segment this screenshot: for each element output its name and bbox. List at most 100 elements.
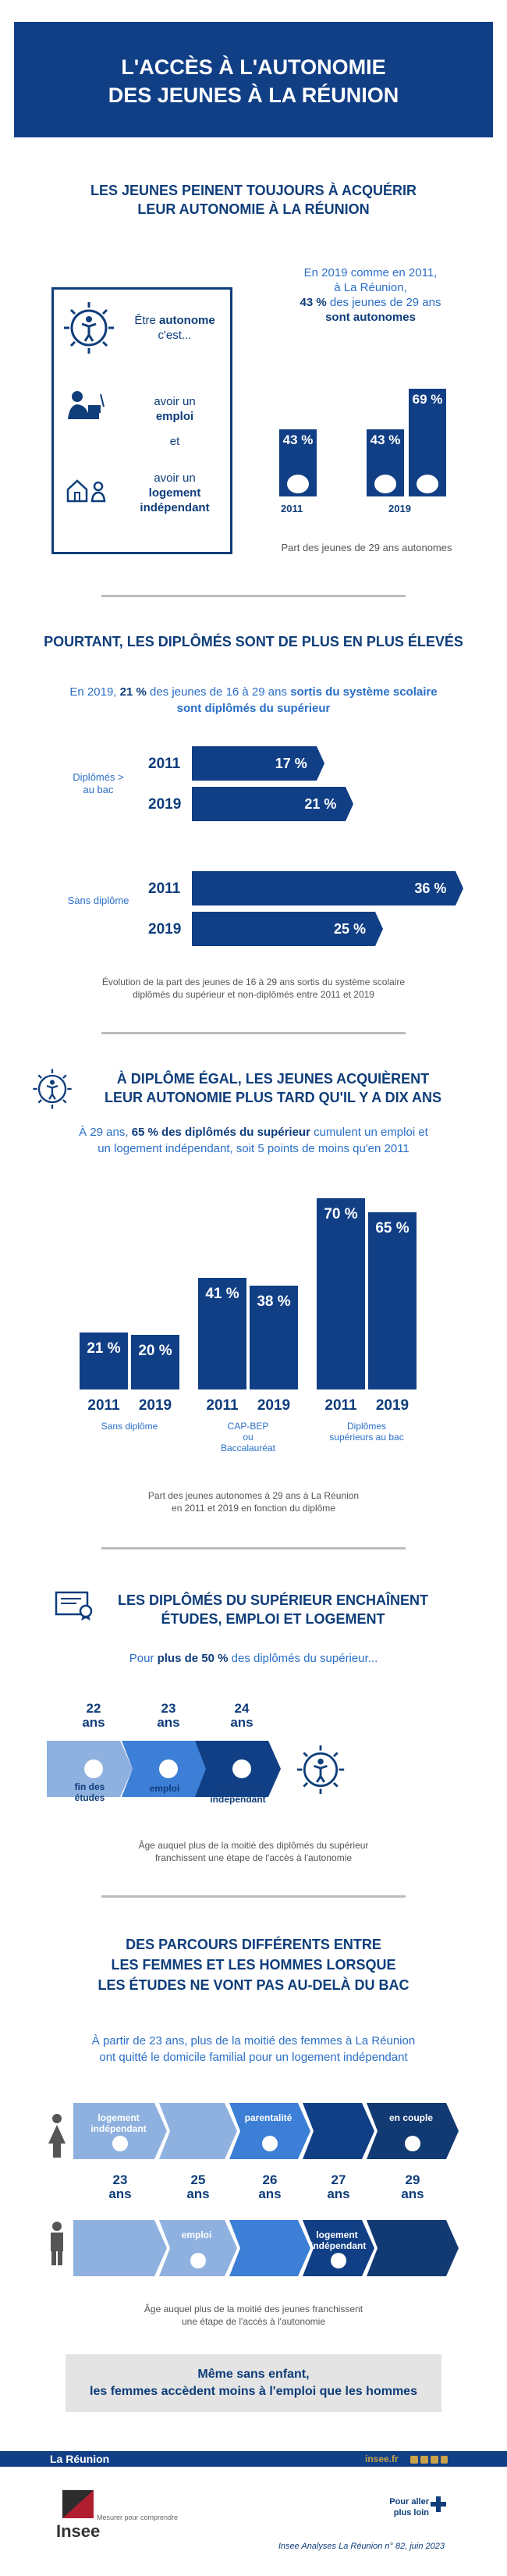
hbar-1: 21 % xyxy=(192,787,354,821)
label-line: études xyxy=(74,1792,105,1803)
s4-age: 22 ans xyxy=(70,1702,117,1730)
year-label: 2019 xyxy=(257,1397,291,1414)
box-cest: c'est... xyxy=(158,329,192,342)
year-label: 2011 xyxy=(87,1397,120,1414)
footer-region: La Réunion xyxy=(50,2453,110,2465)
s1-title-line1: LES JEUNES PEINENT TOUJOURS À ACQUÉRIR xyxy=(90,183,417,198)
s5-age: 25 ans xyxy=(175,2173,222,2201)
category-line: Diplômes xyxy=(346,1421,386,1432)
s3-intro-a: À 29 ans, xyxy=(79,1126,132,1139)
s4-step-icon xyxy=(84,1759,103,1778)
s4-step-icon xyxy=(232,1759,251,1778)
s4-intro-c: des diplômés du supérieur... xyxy=(228,1652,378,1665)
s4-step-label: logement indépendant xyxy=(195,1783,281,1805)
label-line: indépendant xyxy=(310,2240,367,2251)
age-number: 29 xyxy=(405,2172,420,2187)
divider-4 xyxy=(101,1895,406,1898)
category-line: ou xyxy=(243,1432,254,1443)
year-label: 2019 xyxy=(388,503,411,514)
more-l1[interactable]: Pour aller xyxy=(389,2497,429,2507)
bar-icon xyxy=(287,475,309,493)
age-unit: ans xyxy=(186,2186,210,2201)
s5-women-chevron-4 xyxy=(367,2103,459,2159)
s4-timeline: 22 ans fin des études 23 ans emploi 24 ans logeme… xyxy=(47,1702,468,1827)
box-log-b: logement xyxy=(148,486,201,500)
age-unit: ans xyxy=(108,2186,132,2201)
s5-age: 27 ans xyxy=(315,2173,362,2201)
s5-men-chevron-1 xyxy=(159,2220,237,2276)
bar-g1-s1: 38 % xyxy=(250,1286,298,1389)
bar-icon xyxy=(374,475,396,493)
age-unit: ans xyxy=(82,1715,105,1730)
footer-site[interactable]: insee.fr xyxy=(365,2453,399,2464)
s5-women-icon xyxy=(405,2136,420,2151)
s5-men-icon xyxy=(190,2253,206,2268)
age-unit: ans xyxy=(230,1715,254,1730)
category-label: Diplômes supérieurs au bac xyxy=(309,1421,424,1443)
s2-intro-l2: sont diplômés du supérieur xyxy=(176,702,331,715)
s3-bar-chart: 21 % 2011 20 % 2019 Sans diplôme 41 % 2011 38 %… xyxy=(70,1171,445,1483)
year-label: 2019 xyxy=(138,1397,172,1414)
age-number: 23 xyxy=(161,1701,176,1716)
header-title-line2: DES JEUNES À LA RÉUNION xyxy=(108,84,399,107)
bar-label: 41 % xyxy=(205,1285,239,1302)
s4-step-label: fin des études xyxy=(47,1781,133,1803)
box-etre: Être xyxy=(134,314,159,327)
s3-title-l2: LEUR AUTONOMIE PLUS TARD QU'IL Y A DIX A… xyxy=(105,1090,441,1105)
s4-age: 24 ans xyxy=(218,1702,265,1730)
insee-logo xyxy=(62,2490,94,2522)
s3-title-l1: À DIPLÔME ÉGAL, LES JEUNES ACQUIÈRENT xyxy=(116,1071,430,1087)
bar-label: 70 % xyxy=(324,1206,358,1222)
social-icons[interactable] xyxy=(410,2454,448,2468)
age-unit: ans xyxy=(327,2186,350,2201)
s5-women-chevron-1 xyxy=(159,2103,237,2159)
s2-caption-l2: diplômés du supérieur et non-diplômés en… xyxy=(133,989,374,1000)
s4-caption-l1: Âge auquel plus de la moitié des diplômé… xyxy=(138,1840,369,1851)
header-title-line1: L'ACCÈS À L'AUTONOMIE xyxy=(121,55,386,79)
group-label-2: Sans diplôme xyxy=(67,895,129,906)
label-line: emploi xyxy=(181,2229,212,2240)
footer-bar: La Réunion insee.fr xyxy=(0,2451,507,2467)
s5-men-label: logement indépendant xyxy=(310,2229,367,2251)
more-l2[interactable]: plus loin xyxy=(393,2508,429,2517)
divider-1 xyxy=(101,595,406,597)
plus-icon[interactable] xyxy=(431,2496,446,2516)
s2-intro-a: En 2019, xyxy=(69,685,120,699)
hbar-year: 2011 xyxy=(148,881,181,897)
age-unit: ans xyxy=(258,2186,282,2201)
s5-women-label: en couple xyxy=(374,2112,448,2123)
label-line: fin des xyxy=(74,1781,105,1792)
bar-1: 43 % xyxy=(367,429,404,496)
age-unit: ans xyxy=(157,1715,180,1730)
woman-icon xyxy=(45,2112,69,2163)
hbar-2: 36 % xyxy=(192,871,464,906)
s2-intro-pct: 21 % xyxy=(119,685,147,699)
footer-ref: Insee Analyses La Réunion n° 82, juin 20… xyxy=(278,2542,445,2551)
s1-intro-pct: 43 % xyxy=(300,296,327,309)
year-label: 2011 xyxy=(206,1397,239,1414)
s2-intro-d: sortis du système scolaire xyxy=(290,685,438,699)
s2-title: POURTANT, LES DIPLÔMÉS SONT DE PLUS EN P… xyxy=(44,634,463,649)
age-number: 22 xyxy=(86,1701,101,1716)
insee-tagline: Mesurer pour comprendre xyxy=(97,2514,179,2521)
bar-label: 43 % xyxy=(370,432,401,447)
s5-women-chevron-2 xyxy=(229,2103,310,2159)
s3-caption-l2: en 2011 et 2019 en fonction du diplôme xyxy=(172,1503,335,1514)
s5-age: 26 ans xyxy=(246,2173,293,2201)
s5-age: 23 ans xyxy=(97,2173,144,2201)
s5-note-l2: les femmes accèdent moins à l'emploi que… xyxy=(90,2385,417,2398)
s3-caption-l1: Part des jeunes autonomes à 29 ans à La … xyxy=(147,1490,360,1501)
s1-bar-chart: 43 % 43 % 69 % 2011 2019 xyxy=(265,343,468,531)
s4-caption-l2: franchissent une étape de l'accès à l'au… xyxy=(154,1852,353,1863)
s2-intro-c: des jeunes de 16 à 29 ans xyxy=(146,685,291,699)
bar-g2-s1: 65 % xyxy=(368,1212,417,1389)
s5-title-l2: LES FEMMES ET LES HOMMES LORSQUE xyxy=(111,1957,396,1973)
s1-title-line2: LEUR AUTONOMIE À LA RÉUNION xyxy=(137,201,370,217)
divider-3 xyxy=(101,1547,406,1550)
category-label: CAP-BEP ou Baccalauréat xyxy=(190,1421,306,1453)
s1-intro-l4: sont autonomes xyxy=(325,311,416,324)
age-number: 26 xyxy=(262,2172,278,2187)
s5-title-l1: DES PARCOURS DIFFÉRENTS ENTRE xyxy=(126,1937,381,1952)
bar-label: 20 % xyxy=(138,1343,172,1359)
s5-caption-l2: une étape de l'accès à l'autonomie xyxy=(181,2316,326,2327)
